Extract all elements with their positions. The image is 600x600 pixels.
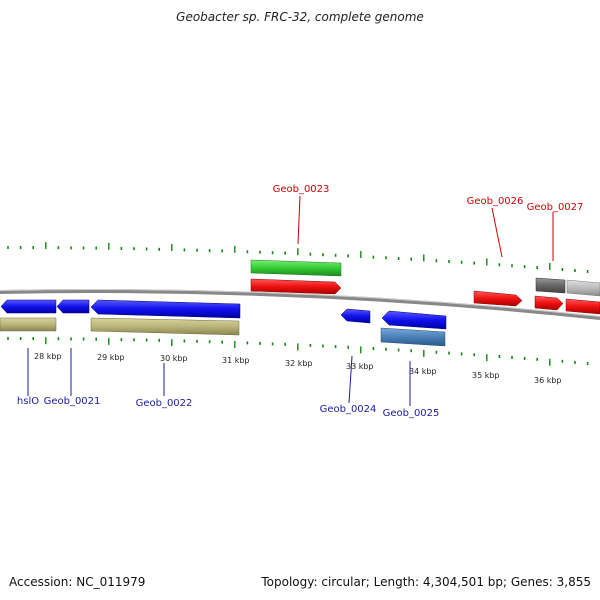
feature-bar-khaki-left[interactable]: [0, 317, 57, 332]
gene-label-geob-0027[interactable]: Geob_0027: [527, 202, 584, 213]
tick-marks-inner: [7, 337, 589, 366]
scale-label: 32 kbp: [285, 359, 313, 368]
gene-arrow-geob-0022[interactable]: [90, 299, 241, 319]
gene-label-geob-0026[interactable]: Geob_0026: [467, 196, 524, 207]
scale-label: 35 kbp: [472, 371, 500, 380]
gene-label-hslo[interactable]: hslO: [17, 396, 39, 407]
scale-label: 33 kbp: [346, 362, 374, 371]
leader-line: [348, 355, 353, 404]
scale-label: 36 kbp: [534, 376, 562, 385]
gene-arrow-geob-0021[interactable]: [56, 299, 90, 314]
gene-arrow-geob-0025[interactable]: [381, 310, 447, 330]
feature-bar-light-gray[interactable]: [566, 279, 600, 297]
scale-labels: 28 kbp 29 kbp 30 kbp 31 kbp 32 kbp 33 kb…: [34, 352, 562, 385]
feature-bar-steel[interactable]: [380, 327, 446, 347]
gene-label-geob-0024[interactable]: Geob_0024: [320, 404, 377, 415]
gene-label-geob-0025[interactable]: Geob_0025: [383, 408, 440, 419]
genome-backbone: [0, 289, 600, 320]
scale-label: 31 kbp: [222, 356, 250, 365]
gene-arrow-hslo[interactable]: [0, 299, 57, 314]
gene-bar-geob-0023-rna[interactable]: [250, 259, 342, 277]
gene-label-geob-0021[interactable]: Geob_0021: [44, 396, 101, 407]
scale-label: 29 kbp: [97, 353, 125, 362]
gene-arrow-geob-0027[interactable]: [534, 295, 564, 311]
gene-label-geob-0022[interactable]: Geob_0022: [136, 398, 193, 409]
genome-summary: Topology: circular; Length: 4,304,501 bp…: [261, 575, 591, 589]
gene-arrow-geob-0028[interactable]: [565, 298, 600, 315]
gene-label-geob-0023[interactable]: Geob_0023: [273, 184, 330, 195]
scale-label: 34 kbp: [409, 367, 437, 376]
leader-line: [297, 195, 301, 245]
scale-label: 30 kbp: [160, 354, 188, 363]
leader-line: [491, 207, 503, 258]
accession-text: Accession: NC_011979: [9, 575, 146, 589]
gene-arrow-geob-0024[interactable]: [340, 308, 371, 324]
feature-bar-khaki-right[interactable]: [90, 317, 240, 336]
gene-arrow-geob-0023[interactable]: [250, 278, 342, 295]
map-title: Geobacter sp. FRC-32, complete genome: [176, 10, 424, 24]
tick-marks-outer: [7, 242, 589, 273]
feature-bar-dark-gray[interactable]: [535, 277, 566, 294]
scale-label: 28 kbp: [34, 352, 62, 361]
gene-arrow-geob-0026[interactable]: [473, 290, 523, 307]
